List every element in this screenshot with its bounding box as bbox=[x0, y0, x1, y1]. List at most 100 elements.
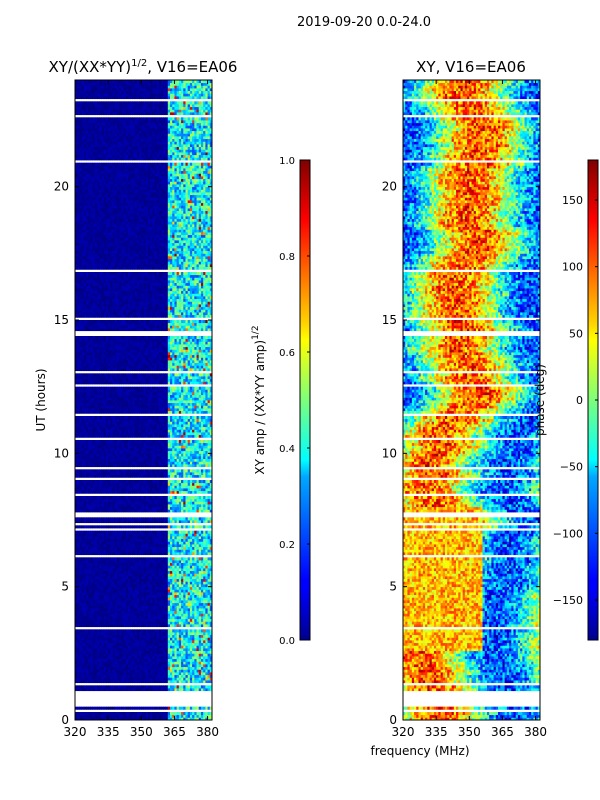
heatmap-cell bbox=[92, 605, 96, 609]
heatmap-cell bbox=[125, 573, 129, 577]
heatmap-cell bbox=[83, 517, 87, 521]
heatmap-cell bbox=[161, 624, 164, 628]
heatmap-cell bbox=[196, 645, 200, 649]
heatmap-cell bbox=[128, 653, 131, 657]
heatmap-cell bbox=[161, 578, 164, 582]
heatmap-cell bbox=[174, 632, 178, 636]
heatmap-cell bbox=[150, 474, 153, 478]
heatmap-cell bbox=[141, 706, 144, 710]
heatmap-cell bbox=[99, 613, 102, 617]
heatmap-cell bbox=[156, 706, 160, 710]
heatmap-cell bbox=[192, 578, 195, 582]
heatmap-cell bbox=[130, 629, 133, 633]
heatmap-cell bbox=[156, 594, 160, 598]
heatmap-cell bbox=[83, 482, 87, 486]
heatmap-cell bbox=[94, 672, 98, 676]
heatmap-cell bbox=[145, 504, 149, 508]
heatmap-cell bbox=[187, 589, 191, 593]
heatmap-cell bbox=[123, 485, 127, 489]
heatmap-cell bbox=[88, 538, 91, 542]
heatmap-cell bbox=[132, 613, 136, 617]
heatmap-cell bbox=[105, 538, 109, 542]
heatmap-cell bbox=[132, 677, 136, 681]
heatmap-cell bbox=[112, 597, 116, 601]
heatmap-cell bbox=[128, 488, 131, 492]
heatmap-cell bbox=[147, 501, 151, 505]
heatmap-cell bbox=[125, 517, 129, 521]
heatmap-cell bbox=[189, 562, 193, 566]
heatmap-row bbox=[75, 570, 212, 574]
heatmap-cell bbox=[101, 605, 105, 609]
heatmap-cell bbox=[152, 469, 155, 473]
heatmap-cell bbox=[116, 490, 120, 494]
heatmap-cell bbox=[187, 557, 191, 561]
heatmap-cell bbox=[112, 661, 116, 665]
heatmap-cell bbox=[108, 565, 111, 569]
heatmap-cell bbox=[136, 557, 140, 561]
heatmap-cell bbox=[143, 544, 147, 548]
heatmap-cell bbox=[170, 616, 173, 620]
heatmap-cell bbox=[141, 642, 144, 646]
heatmap-cell bbox=[116, 616, 120, 620]
heatmap-cell bbox=[103, 480, 107, 484]
heatmap-cell bbox=[75, 530, 78, 534]
heatmap-cell bbox=[170, 642, 173, 646]
heatmap-cell bbox=[172, 618, 175, 622]
heatmap-cell bbox=[143, 509, 147, 513]
heatmap-cell bbox=[154, 600, 158, 604]
heatmap-cell bbox=[75, 674, 78, 678]
heatmap-cell bbox=[130, 568, 133, 572]
heatmap-cell bbox=[134, 589, 138, 593]
heatmap-cell bbox=[145, 645, 149, 649]
heatmap-cell bbox=[136, 618, 140, 622]
heatmap-cell bbox=[105, 664, 109, 668]
heatmap-cell bbox=[194, 496, 197, 500]
heatmap-cell bbox=[119, 616, 122, 620]
heatmap-cell bbox=[183, 717, 186, 720]
heatmap-cell bbox=[99, 706, 102, 710]
heatmap-cell bbox=[103, 656, 107, 660]
heatmap-cell bbox=[185, 546, 189, 550]
heatmap-cell bbox=[75, 570, 78, 574]
heatmap-cell bbox=[139, 525, 142, 529]
heatmap-cell bbox=[178, 538, 182, 542]
heatmap-cell bbox=[154, 656, 158, 660]
heatmap-cell bbox=[147, 706, 151, 710]
heatmap-cell bbox=[196, 680, 200, 684]
heatmap-cell bbox=[75, 576, 78, 580]
heatmap-cell bbox=[90, 637, 94, 641]
heatmap-cell bbox=[145, 637, 149, 641]
heatmap-cell bbox=[110, 461, 113, 465]
heatmap-cell bbox=[83, 608, 87, 612]
heatmap-cell bbox=[203, 538, 206, 542]
heatmap-cell bbox=[123, 557, 127, 561]
heatmap-cell bbox=[97, 650, 100, 654]
heatmap-cell bbox=[123, 568, 127, 572]
heatmap-cell bbox=[123, 714, 127, 718]
heatmap-cell bbox=[132, 490, 136, 494]
heatmap-cell bbox=[112, 621, 116, 625]
heatmap-cell bbox=[143, 520, 147, 524]
heatmap-cell bbox=[174, 688, 178, 692]
heatmap-cell bbox=[207, 501, 211, 505]
heatmap-cell bbox=[187, 565, 191, 569]
heatmap-cell bbox=[134, 488, 138, 492]
heatmap-cell bbox=[183, 688, 186, 692]
heatmap-cell bbox=[143, 706, 147, 710]
heatmap-cell bbox=[178, 712, 182, 716]
heatmap-cell bbox=[77, 544, 80, 548]
heatmap-row bbox=[75, 549, 212, 553]
heatmap-cell bbox=[209, 605, 212, 609]
heatmap-cell bbox=[183, 658, 186, 662]
heatmap-cell bbox=[114, 616, 118, 620]
heatmap-cell bbox=[200, 557, 204, 561]
heatmap-cell bbox=[158, 642, 162, 646]
heatmap-cell bbox=[156, 570, 160, 574]
heatmap-cell bbox=[192, 509, 195, 513]
heatmap-cell bbox=[130, 509, 133, 513]
heatmap-cell bbox=[121, 501, 125, 505]
heatmap-cell bbox=[187, 610, 191, 614]
heatmap-cell bbox=[154, 594, 158, 598]
heatmap-cell bbox=[134, 605, 138, 609]
heatmap-cell bbox=[183, 645, 186, 649]
